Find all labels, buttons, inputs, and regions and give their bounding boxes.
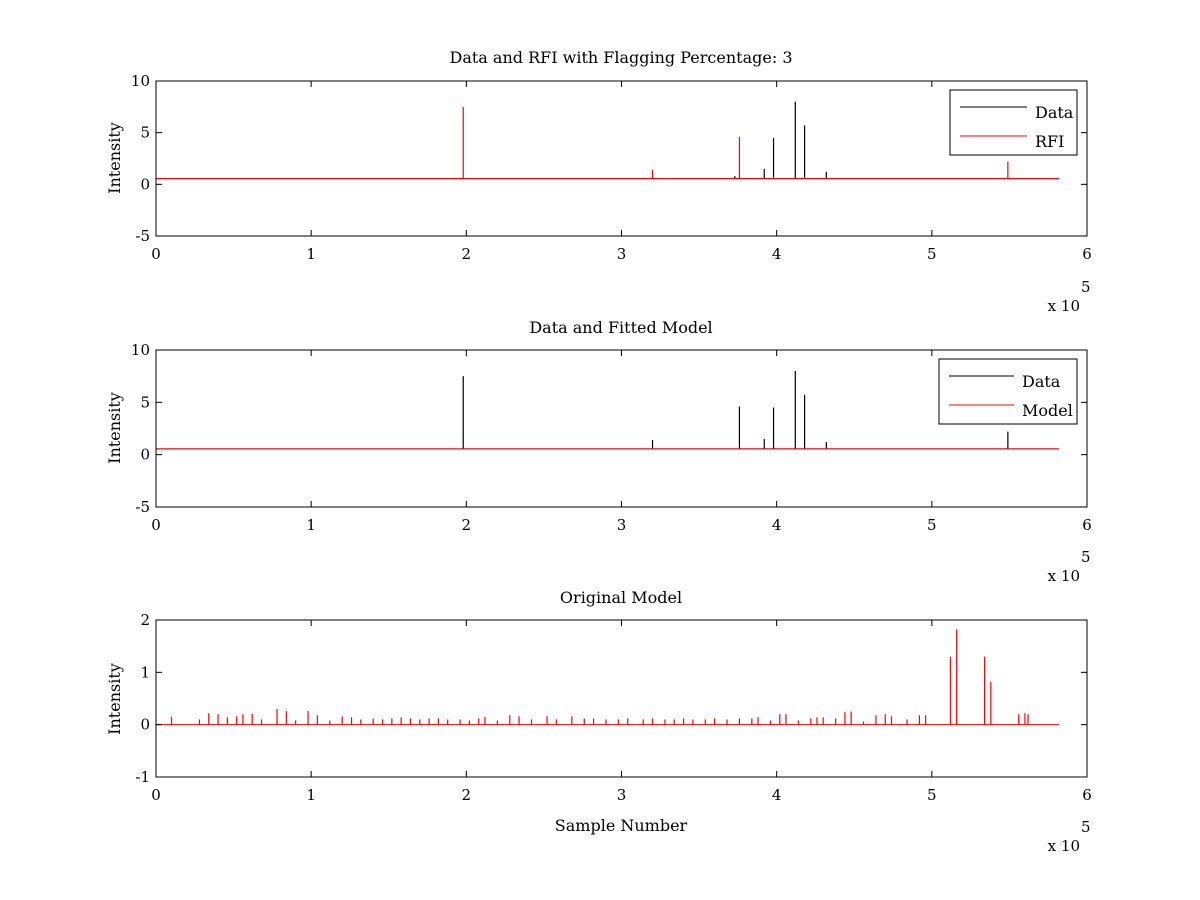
subplot-3-title: Original Model: [560, 588, 682, 607]
subplot-3-ytick-label-3: 2: [140, 611, 150, 629]
subplot-1-ytick-label-2: 5: [140, 124, 150, 142]
subplot-2-x-multiplier: x 10: [1048, 567, 1080, 585]
subplot-1-x-exponent: 5: [1081, 278, 1091, 296]
subplot-1-legend-label-rfi: RFI: [1035, 132, 1064, 151]
subplot-2-xtick-label-1: 1: [306, 516, 316, 534]
subplot-3-ytick-label-0: -1: [135, 768, 150, 786]
subplot-1-legend-label-data: Data: [1035, 103, 1074, 122]
subplot-3-ylabel: Intensity: [105, 663, 124, 735]
subplot-2-legend-label-model: Model: [1022, 401, 1073, 420]
subplot-1-xtick-label-1: 1: [306, 245, 316, 263]
subplot-2-ytick-label-2: 5: [140, 393, 150, 411]
subplot-2: Data and Fitted Model Intensity x 10 5 D…: [105, 318, 1091, 585]
subplot-1-xtick-label-2: 2: [462, 245, 472, 263]
subplot-2-xtick-label-5: 5: [927, 516, 937, 534]
subplot-1-x-multiplier: x 10: [1048, 297, 1080, 315]
subplot-3-xtick-label-1: 1: [306, 786, 316, 804]
subplot-1-xtick-label-3: 3: [617, 245, 627, 263]
subplot-3-xtick-label-5: 5: [927, 786, 937, 804]
subplot-2-xtick-label-2: 2: [462, 516, 472, 534]
subplot-2-ytick-label-0: -5: [135, 498, 150, 516]
subplot-3-xtick-label-4: 4: [772, 786, 782, 804]
subplot-1-ytick-label-3: 10: [131, 72, 150, 90]
subplot-1-xtick-label-4: 4: [772, 245, 782, 263]
subplot-2-legend-box: [938, 358, 1078, 425]
subplot-3-xtick-label-3: 3: [617, 786, 627, 804]
subplot-2-xtick-label-6: 6: [1082, 516, 1092, 534]
subplot-1-legend: Data RFI: [949, 89, 1078, 156]
subplot-1-xtick-label-6: 6: [1082, 245, 1092, 263]
subplot-2-ytick-label-3: 10: [131, 341, 150, 359]
subplot-2-ytick-label-1: 0: [140, 446, 150, 464]
subplot-3-xtick-label-0: 0: [151, 786, 161, 804]
subplot-3-x-exponent: 5: [1081, 818, 1091, 836]
subplot-3-xtick-label-6: 6: [1082, 786, 1092, 804]
subplot-1: Data and RFI with Flagging Percentage: 3…: [105, 48, 1091, 315]
subplot-2-x-exponent: 5: [1081, 548, 1091, 566]
subplot-2-legend: Data Model: [938, 358, 1078, 425]
subplot-2-xtick-label-0: 0: [151, 516, 161, 534]
subplot-2-ylabel: Intensity: [105, 392, 124, 464]
subplot-3-xlabel: Sample Number: [555, 816, 688, 835]
subplot-2-legend-label-data: Data: [1022, 372, 1061, 391]
subplot-2-title: Data and Fitted Model: [529, 318, 712, 337]
subplot-2-xtick-label-3: 3: [617, 516, 627, 534]
subplot-3: Original Model Intensity Sample Number x…: [105, 588, 1091, 855]
subplot-3-ytick-label-2: 1: [140, 663, 150, 681]
subplot-3-ytick-label-1: 0: [140, 716, 150, 734]
subplot-3-x-multiplier: x 10: [1048, 837, 1080, 855]
subplot-1-xtick-label-0: 0: [151, 245, 161, 263]
subplot-1-legend-box: [949, 89, 1078, 156]
subplot-1-ytick-label-0: -5: [135, 227, 150, 245]
subplot-1-title: Data and RFI with Flagging Percentage: 3: [449, 48, 792, 67]
subplot-3-xtick-label-2: 2: [462, 786, 472, 804]
subplot-1-ytick-label-1: 0: [140, 175, 150, 193]
subplot-1-ylabel: Intensity: [105, 122, 124, 194]
subplot-2-xtick-label-4: 4: [772, 516, 782, 534]
subplot-1-xtick-label-5: 5: [927, 245, 937, 263]
